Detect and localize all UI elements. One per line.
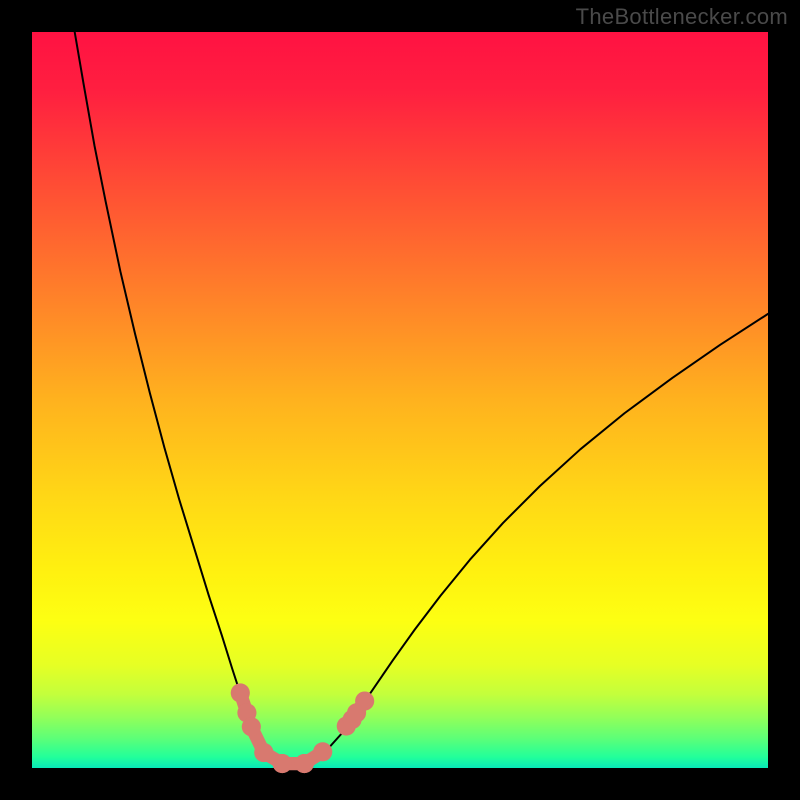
chart-container: TheBottlenecker.com bbox=[0, 0, 800, 800]
watermark-text: TheBottlenecker.com bbox=[576, 4, 788, 30]
bottleneck-chart bbox=[0, 0, 800, 800]
